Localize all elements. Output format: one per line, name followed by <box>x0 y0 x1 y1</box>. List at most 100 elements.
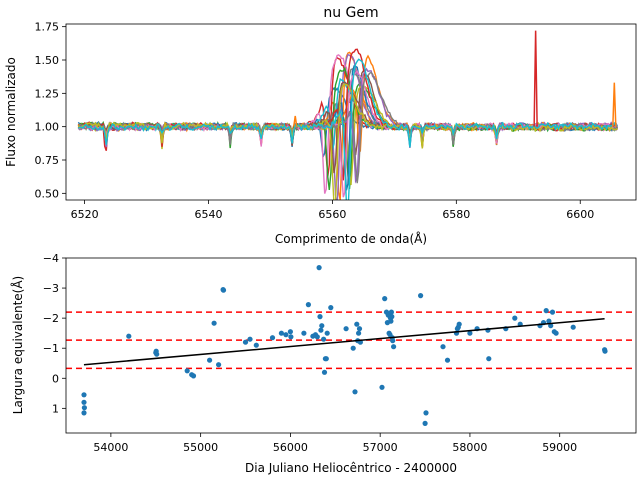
y-tick-label: −1 <box>43 342 59 355</box>
data-point <box>207 357 213 363</box>
data-point <box>211 320 217 326</box>
y-tick-label: 0.75 <box>35 154 60 167</box>
data-point <box>81 392 87 398</box>
data-point <box>546 318 552 324</box>
spectrum-panel: nu Gem 6520 6540 6560 6580 6600 0.50 0.75 1.00… <box>4 5 637 246</box>
x-tick-label: 6520 <box>71 208 99 221</box>
data-point <box>317 314 323 320</box>
data-point <box>316 265 322 271</box>
ew-y-label: Largura equivalente(Å) <box>10 276 25 414</box>
data-point <box>278 330 284 336</box>
data-point <box>283 332 289 338</box>
spectrum-y-label: Fluxo normalizado <box>4 57 18 167</box>
y-tick-label: 0 <box>52 372 59 385</box>
data-point <box>422 420 428 426</box>
data-point <box>549 309 556 315</box>
y-tick-label: −2 <box>43 312 59 325</box>
ew-y-ticks: −4 −3 −2 −1 0 1 <box>43 252 66 415</box>
y-tick-label: 1.50 <box>35 54 60 67</box>
data-point <box>423 410 429 416</box>
y-tick-label: −4 <box>43 252 59 265</box>
data-point <box>343 326 349 332</box>
y-tick-label: 1.00 <box>35 121 60 134</box>
x-tick-label: 6580 <box>442 208 470 221</box>
data-point <box>216 362 222 368</box>
data-point <box>328 305 334 311</box>
y-tick-label: 1.25 <box>35 87 60 100</box>
data-point <box>305 302 311 308</box>
data-point <box>543 308 549 314</box>
data-point <box>190 373 197 379</box>
data-point <box>444 357 451 363</box>
x-tick-label: 56000 <box>273 441 308 454</box>
data-point <box>318 327 324 333</box>
data-point <box>350 345 356 351</box>
data-point <box>154 351 160 357</box>
data-point <box>553 330 559 336</box>
data-point <box>391 344 397 350</box>
ew-x-label: Dia Juliano Heliocêntrico - 2400000 <box>245 461 457 475</box>
reference-lines <box>66 311 636 370</box>
spectrum-title: nu Gem <box>323 5 378 21</box>
data-point <box>81 405 87 411</box>
linear-fit-line <box>83 317 605 366</box>
data-point <box>389 314 395 320</box>
data-point <box>242 339 249 345</box>
data-point <box>269 335 276 341</box>
data-point <box>456 321 462 327</box>
data-point <box>548 323 554 329</box>
data-point <box>247 336 253 342</box>
data-point <box>354 321 360 327</box>
y-tick-label: −3 <box>43 282 59 295</box>
spectrum-x-label: Comprimento de onda(Å) <box>275 231 427 246</box>
data-point <box>379 384 385 390</box>
data-point <box>319 323 325 329</box>
data-point <box>440 344 446 350</box>
equivalent-width-panel: 54000 55000 56000 57000 58000 59000 −4 −3 −2 −1 0… <box>10 252 637 475</box>
x-tick-label: 6600 <box>566 208 594 221</box>
data-point <box>388 309 394 315</box>
x-tick-label: 58000 <box>452 441 487 454</box>
data-point <box>356 326 363 332</box>
data-point <box>324 330 330 336</box>
x-tick-label: 59000 <box>542 441 577 454</box>
x-tick-label: 55000 <box>183 441 218 454</box>
data-point <box>314 334 320 340</box>
data-point <box>184 368 190 374</box>
data-point <box>467 330 473 336</box>
scatter-points <box>81 265 608 426</box>
data-point <box>220 287 227 293</box>
y-tick-label: 1.75 <box>35 21 60 34</box>
data-point <box>321 369 328 375</box>
data-point <box>382 296 388 302</box>
data-point <box>253 342 259 348</box>
data-point <box>390 338 396 344</box>
x-tick-label: 6540 <box>195 208 223 221</box>
ew-axes-frame <box>65 257 637 434</box>
data-point <box>287 329 293 335</box>
spike-lines <box>292 30 617 127</box>
data-point <box>352 389 358 395</box>
data-point <box>356 330 362 336</box>
data-point <box>602 348 608 354</box>
data-point <box>418 293 424 299</box>
fit-line <box>83 317 605 366</box>
spectrum-y-ticks: 0.50 0.75 1.00 1.25 1.50 1.75 <box>35 21 66 200</box>
data-point <box>126 333 132 339</box>
spectrum-line <box>78 58 618 200</box>
y-tick-label: 1 <box>52 402 59 415</box>
spike-line <box>533 30 538 127</box>
x-tick-label: 6560 <box>318 208 346 221</box>
data-point <box>81 410 87 416</box>
spectra-lines <box>77 48 619 200</box>
data-point <box>512 315 518 321</box>
data-point <box>81 399 87 405</box>
x-tick-label: 57000 <box>363 441 398 454</box>
data-point <box>301 330 307 336</box>
data-point <box>323 356 329 362</box>
y-tick-label: 0.50 <box>35 187 60 200</box>
spectrum-axes-frame <box>65 23 637 201</box>
data-point <box>486 356 492 362</box>
